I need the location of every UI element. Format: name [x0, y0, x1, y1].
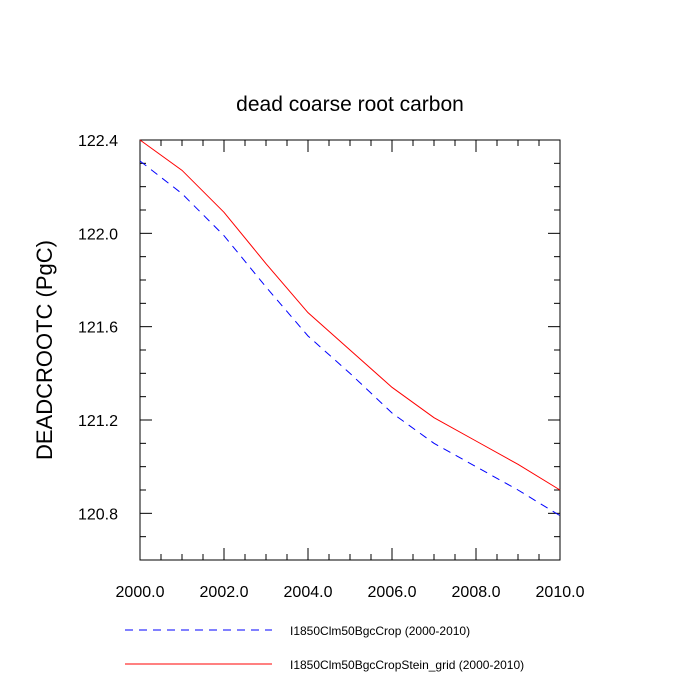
axis-ticks [139, 139, 561, 561]
tick-labels: 2000.0 2002.0 2004.0 2006.0 2008.0 2010.0 120.… [78, 133, 585, 601]
series-line-2 [139, 139, 561, 491]
x-tick-label: 2000.0 [116, 584, 165, 601]
y-axis-label: DEADCROOTC (PgC) [32, 240, 57, 460]
x-tick-label: 2002.0 [200, 584, 249, 601]
x-tick-label: 2010.0 [536, 584, 585, 601]
x-tick-label: 2004.0 [284, 584, 333, 601]
y-tick-label: 122.4 [78, 133, 118, 150]
y-tick-label: 122.0 [78, 226, 118, 243]
chart-title: dead coarse root carbon [236, 93, 464, 116]
x-tick-label: 2008.0 [452, 584, 501, 601]
y-tick-label: 120.8 [78, 506, 118, 523]
series-lines [139, 139, 561, 517]
legend-label-2: I1850Clm50BgcCropStein_grid (2000-2010) [290, 658, 524, 672]
y-tick-label: 121.6 [78, 320, 118, 337]
series-line-1 [139, 160, 561, 517]
x-tick-label: 2006.0 [368, 584, 417, 601]
y-tick-label: 121.2 [78, 413, 118, 430]
legend-label-1: I1850Clm50BgcCrop (2000-2010) [290, 624, 470, 638]
legend: I1850Clm50BgcCrop (2000-2010) I1850Clm50B… [125, 624, 524, 672]
